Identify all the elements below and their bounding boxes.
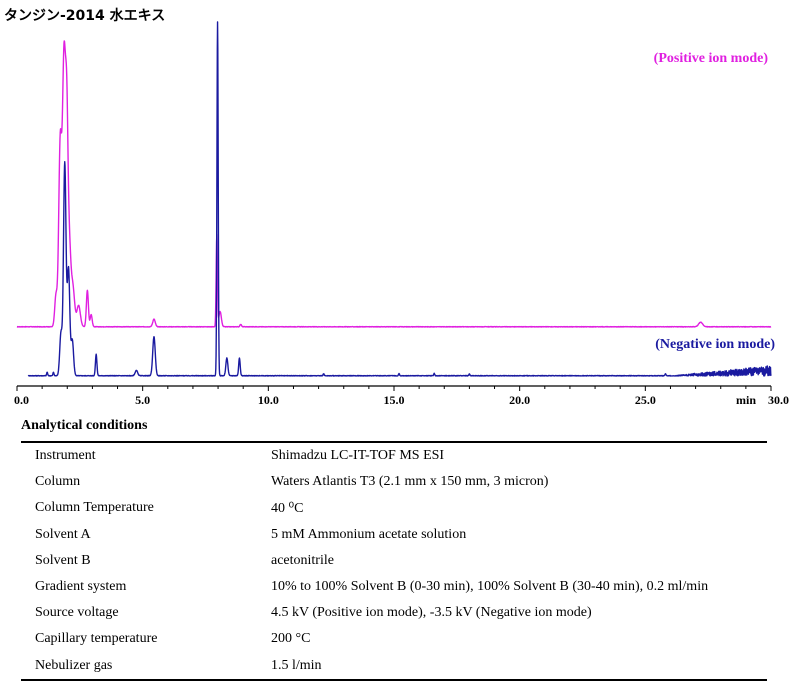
x-tick-label: 20.0: [509, 393, 530, 407]
table-row: Instrument Shimadzu LC-IT-TOF MS ESI: [21, 442, 767, 469]
condition-value: 10% to 100% Solvent B (0-30 min), 100% S…: [271, 579, 709, 595]
traces: [16, 21, 772, 377]
condition-parameter: Capillary temperature: [35, 631, 158, 647]
x-tick-label: 30.0: [768, 393, 789, 407]
condition-parameter: Nebulizer gas: [35, 657, 113, 673]
condition-parameter: Source voltage: [35, 605, 119, 621]
x-tick-label: 25.0: [635, 393, 656, 407]
chart-title: タンジン-2014 水エキス: [4, 7, 165, 24]
table-row: Source voltage 4.5 kV (Positive ion mode)…: [21, 600, 767, 626]
series-line-negative: [27, 21, 772, 377]
table-row: Nebulizer gas 1.5 l/min: [21, 653, 767, 680]
series-label-positive: (Positive ion mode): [654, 51, 769, 66]
condition-value: Shimadzu LC-IT-TOF MS ESI: [271, 448, 445, 464]
table-row: Column Temperature 40 ⁰C: [21, 495, 767, 521]
condition-value: 1.5 l/min: [271, 657, 322, 673]
condition-value: Waters Atlantis T3 (2.1 mm x 150 mm, 3 m…: [271, 474, 549, 490]
condition-value: acetonitrile: [271, 552, 334, 568]
condition-parameter: Gradient system: [35, 579, 127, 595]
condition-parameter: Solvent B: [35, 552, 91, 568]
chromatogram-chart: タンジン-2014 水エキス (Positive ion mode) (Nega…: [4, 7, 789, 407]
condition-parameter: Column: [35, 474, 81, 490]
condition-value: 5 mM Ammonium acetate solution: [271, 526, 467, 542]
conditions-table: Instrument Shimadzu LC-IT-TOF MS ESI Colum…: [21, 441, 767, 681]
x-tick-label: 15.0: [384, 393, 405, 407]
series-label-negative: (Negative ion mode): [655, 337, 775, 352]
condition-value: 4.5 kV (Positive ion mode), -3.5 kV (Neg…: [271, 605, 592, 621]
condition-parameter: Solvent A: [35, 526, 91, 542]
x-tick-label: 5.0: [135, 393, 150, 407]
series-line-positive: [16, 40, 772, 328]
condition-value: 40 ⁰C: [271, 500, 304, 516]
condition-parameter: Column Temperature: [35, 500, 154, 516]
table-row: Gradient system 10% to 100% Solvent B (0-…: [21, 574, 767, 600]
table-row: Solvent B acetonitrile: [21, 548, 767, 574]
x-axis-ticks: 0.0 5.0 10.0 15.0 20.0 25.0 30.0: [14, 386, 789, 407]
table-row: Solvent A 5 mM Ammonium acetate solution: [21, 522, 767, 548]
conditions-heading: Analytical conditions: [21, 418, 148, 433]
condition-parameter: Instrument: [35, 448, 96, 464]
x-tick-label: 0.0: [14, 393, 29, 407]
table-row: Column Waters Atlantis T3 (2.1 mm x 150 m…: [21, 469, 767, 495]
table-row: Capillary temperature 200 °C: [21, 626, 767, 652]
x-tick-label: 10.0: [258, 393, 279, 407]
condition-value: 200 °C: [271, 631, 311, 647]
x-axis-label: min: [736, 393, 756, 407]
